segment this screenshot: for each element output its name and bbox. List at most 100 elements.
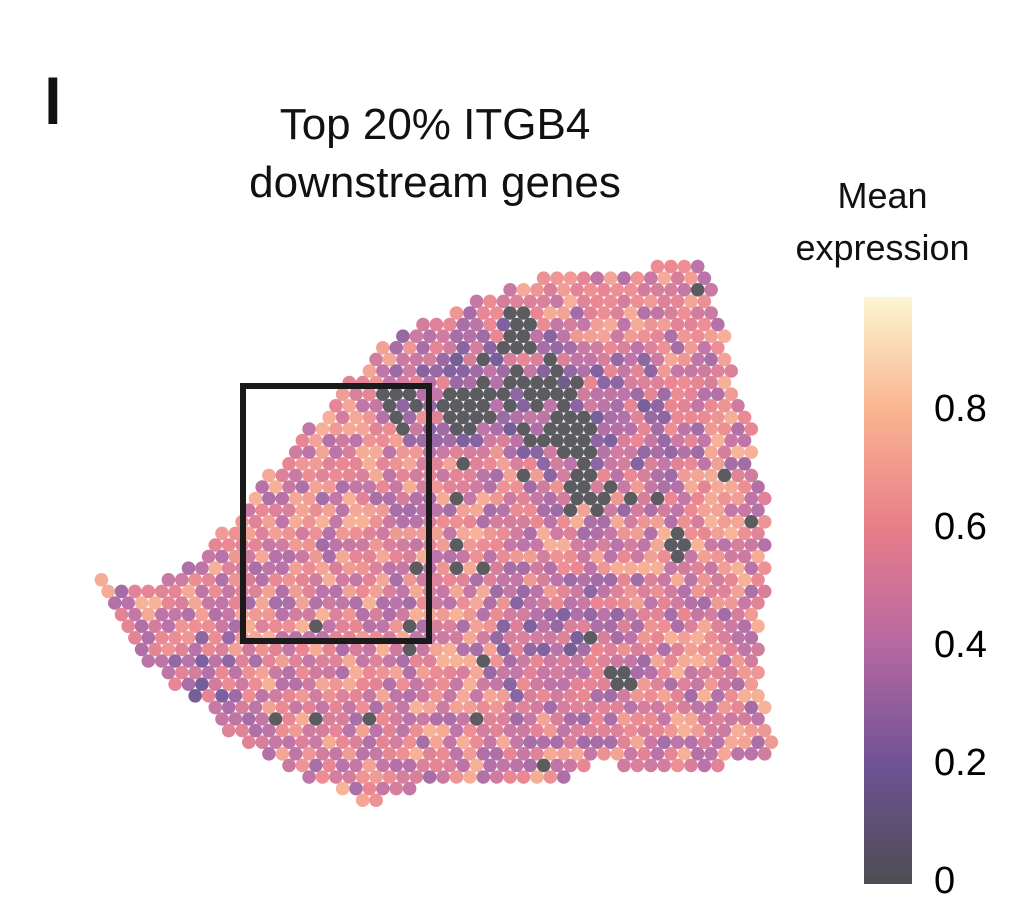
spot	[603, 294, 618, 309]
spot	[121, 619, 135, 633]
spot	[623, 584, 638, 599]
spot	[382, 352, 397, 367]
spot	[329, 515, 343, 529]
spot	[764, 735, 779, 749]
spot	[617, 758, 631, 773]
spot	[664, 700, 678, 715]
spot	[550, 364, 564, 378]
spot	[463, 399, 477, 413]
spot	[556, 654, 571, 668]
spot	[657, 433, 671, 448]
spot	[577, 735, 591, 749]
spot	[677, 677, 692, 691]
spot	[161, 665, 176, 680]
spot	[329, 700, 343, 715]
spot	[402, 619, 417, 633]
spot	[731, 561, 745, 575]
spot	[590, 341, 604, 355]
spot	[322, 526, 337, 541]
spot	[731, 468, 745, 483]
spot	[603, 665, 618, 680]
spot	[355, 538, 370, 552]
spot	[637, 399, 651, 413]
spot	[335, 526, 350, 541]
spot	[429, 503, 444, 517]
spot	[623, 306, 638, 320]
spot	[469, 735, 484, 749]
spot	[751, 665, 765, 680]
spot	[510, 712, 524, 726]
spot	[617, 712, 631, 726]
spot	[389, 665, 404, 680]
spot	[195, 607, 209, 622]
spot	[262, 723, 276, 738]
spot	[711, 480, 725, 494]
spot	[262, 747, 276, 761]
spot	[677, 306, 692, 320]
spot	[724, 689, 738, 703]
spot	[262, 677, 276, 691]
spot	[248, 538, 263, 552]
spot	[717, 352, 732, 367]
spot	[382, 422, 397, 436]
spot	[597, 422, 611, 436]
spot	[543, 422, 558, 436]
spot	[717, 747, 732, 761]
spot	[670, 549, 685, 564]
spot	[657, 642, 671, 657]
spot	[530, 468, 544, 483]
spot	[556, 538, 571, 552]
spot	[422, 747, 437, 761]
spot	[637, 283, 651, 297]
spot	[302, 770, 316, 784]
spot	[416, 758, 430, 773]
spot	[556, 700, 571, 715]
spot	[496, 317, 511, 332]
spot	[523, 294, 537, 309]
colorbar-tick-label: 0.6	[934, 506, 987, 548]
spot	[637, 306, 651, 320]
spot	[402, 410, 417, 425]
spot	[523, 735, 537, 749]
spot	[449, 584, 464, 599]
spot	[422, 700, 437, 715]
spot	[315, 654, 330, 668]
chart-title-line-1: Top 20% ITGB4	[279, 100, 591, 149]
spot	[597, 677, 611, 691]
spot	[610, 607, 625, 622]
spot	[342, 770, 357, 784]
spot	[496, 294, 511, 309]
spot	[436, 677, 450, 691]
spot	[221, 607, 236, 622]
spot	[644, 619, 658, 633]
spot	[288, 607, 303, 622]
spot	[282, 573, 296, 587]
spot	[208, 700, 223, 715]
spot	[148, 642, 162, 657]
spot	[489, 631, 504, 645]
spot	[449, 491, 464, 506]
spot	[516, 422, 531, 436]
spot	[690, 283, 705, 297]
spot	[657, 689, 671, 703]
spot	[309, 596, 323, 610]
spot	[597, 491, 611, 506]
spot	[697, 619, 712, 633]
spot	[744, 445, 759, 460]
spot	[684, 526, 698, 541]
spot	[255, 596, 269, 610]
spot	[443, 712, 457, 726]
chart-title: Top 20% ITGB4 downstream genes	[180, 96, 690, 212]
spot	[329, 538, 343, 552]
spot	[382, 584, 397, 599]
spot	[543, 306, 558, 320]
spot	[711, 387, 725, 402]
spot	[690, 352, 705, 367]
spot	[195, 631, 209, 645]
spot	[215, 526, 229, 541]
spot	[128, 584, 142, 599]
spot	[570, 584, 584, 599]
spot	[496, 665, 511, 680]
spot	[530, 631, 544, 645]
spot	[416, 712, 430, 726]
